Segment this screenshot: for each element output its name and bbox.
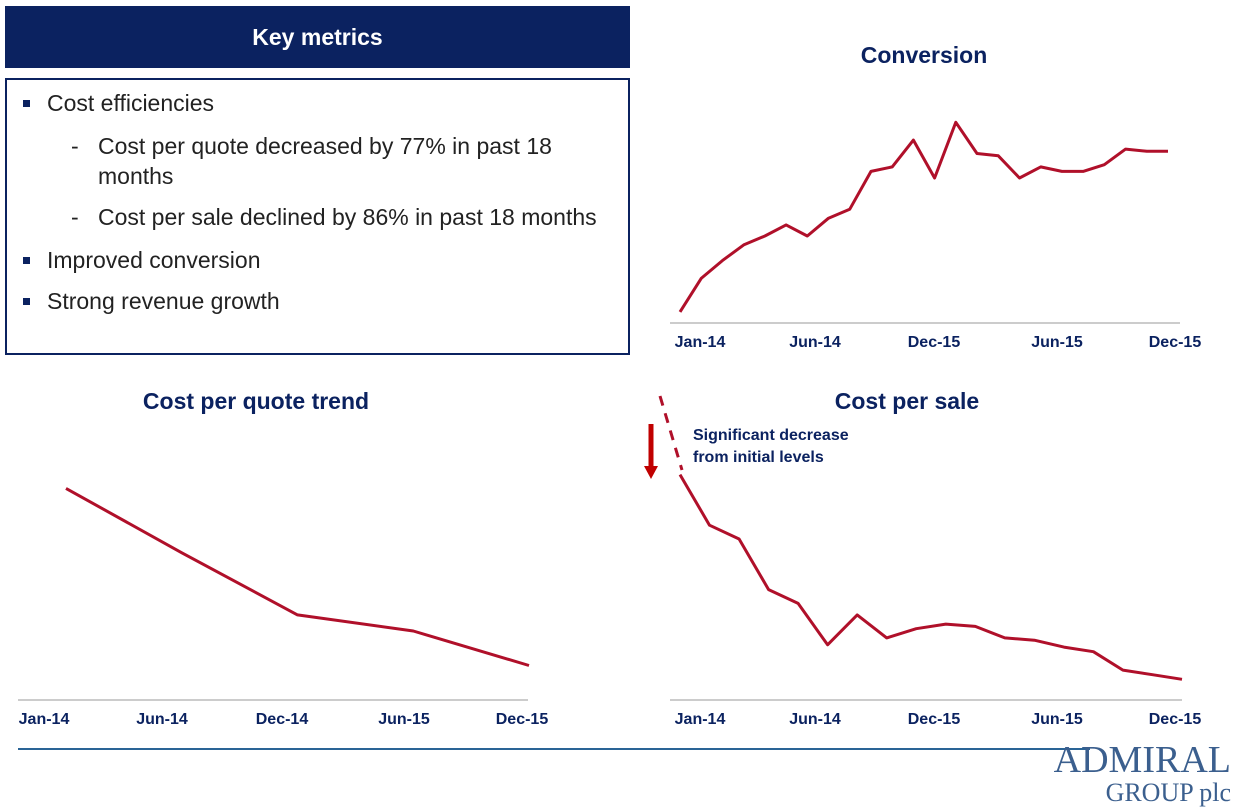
bullet: Cost efficiencies Cost per quote decrease… [21, 90, 628, 232]
bullet: Strong revenue growth [21, 288, 628, 314]
x-tick-label: Dec-15 [1149, 334, 1202, 351]
x-tick-label: Jun-14 [136, 711, 188, 728]
dashed-lead [658, 395, 684, 471]
sub-list: Cost per quote decreased by 77% in past … [47, 116, 628, 232]
x-tick-label: Jun-15 [1031, 711, 1083, 728]
x-tick-label: Jan-14 [19, 711, 70, 728]
x-tick-label: Dec-15 [1149, 711, 1202, 728]
x-tick-label: Dec-15 [908, 711, 961, 728]
bullet-text: Cost efficiencies [47, 90, 215, 116]
sub-bullet: Cost per sale declined by 86% in past 18… [71, 202, 598, 232]
chart-title: Cost per quote trend [143, 388, 369, 414]
chart-title: Cost per sale [835, 388, 979, 414]
data-line [678, 473, 1183, 681]
annotation: Significant decrease [693, 427, 849, 444]
x-tick-label: Jun-14 [789, 711, 841, 728]
bullet-text: Strong revenue growth [47, 288, 280, 314]
bullet: Improved conversion [21, 247, 628, 273]
x-tick-label: Jun-15 [1031, 334, 1083, 351]
annotation: from initial levels [693, 449, 824, 466]
key-metrics-title: Key metrics [5, 6, 630, 68]
x-tick-label: Jun-15 [378, 711, 430, 728]
x-tick-label: Jan-14 [675, 711, 726, 728]
x-tick-label: Dec-14 [256, 711, 309, 728]
bullet-list: Cost efficiencies Cost per quote decrease… [7, 80, 628, 314]
x-tick-label: Dec-15 [496, 711, 549, 728]
data-line [678, 120, 1168, 313]
key-metrics-box: Cost efficiencies Cost per quote decrease… [5, 78, 630, 355]
chart-title: Conversion [861, 42, 988, 68]
data-line [65, 487, 530, 667]
x-tick-label: Jun-14 [789, 334, 841, 351]
logo-name: ADMIRAL [1053, 739, 1231, 781]
x-tick-label: Dec-15 [908, 334, 961, 351]
x-tick-label: Jan-14 [675, 334, 726, 351]
logo-sub: GROUP plc [1105, 778, 1231, 807]
sub-bullet: Cost per quote decreased by 77% in past … [71, 131, 598, 191]
bullet-text: Improved conversion [47, 247, 261, 273]
arrow-head [644, 466, 658, 479]
